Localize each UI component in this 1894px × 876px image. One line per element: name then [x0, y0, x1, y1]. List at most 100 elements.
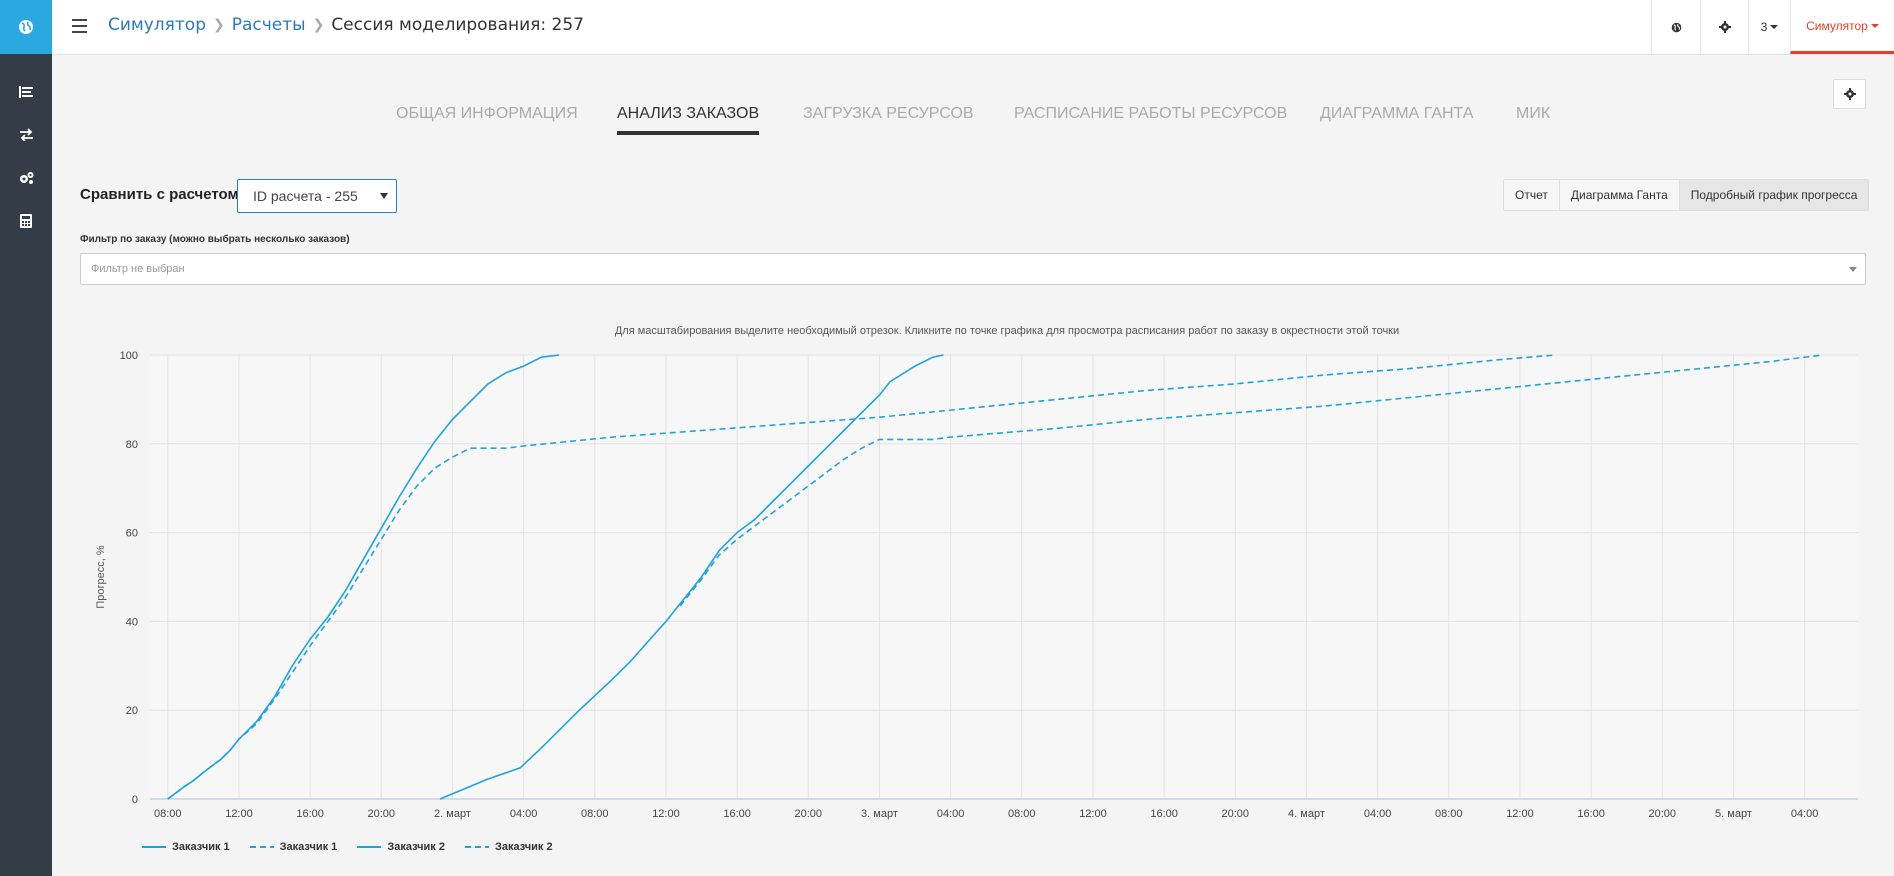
nav-settings[interactable]	[0, 156, 52, 199]
legend-item[interactable]: Заказчик 2	[357, 841, 445, 853]
x-tick-label: 08:00	[1008, 808, 1036, 820]
x-tick-label: 04:00	[1791, 808, 1819, 820]
y-tick-label: 20	[126, 705, 138, 717]
chart-hint: Для масштабирования выделите необходимый…	[614, 325, 1400, 337]
x-tick-label: 12:00	[225, 808, 253, 820]
user-menu-label: Симулятор	[1806, 18, 1868, 33]
globe-icon	[1671, 22, 1681, 32]
breadcrumb: Симулятор ❯ Расчеты ❯ Сессия моделирован…	[108, 15, 584, 35]
x-tick-label: 12:00	[1079, 808, 1107, 820]
gears-icon	[19, 171, 33, 184]
calculator-icon	[20, 213, 32, 228]
compare-select[interactable]: ID расчета - 255	[237, 179, 397, 213]
legend-label: Заказчик 1	[172, 841, 230, 853]
y-tick-label: 100	[120, 350, 138, 362]
left-sidebar	[0, 0, 52, 876]
menu-toggle-icon[interactable]	[72, 19, 87, 33]
settings-button[interactable]	[1700, 0, 1748, 54]
chevron-right-icon: ❯	[213, 17, 225, 33]
x-tick-label: 3. март	[861, 808, 898, 820]
caret-down-icon	[1849, 267, 1857, 272]
gantt-view-button[interactable]: Диаграмма Ганта	[1559, 180, 1680, 210]
breadcrumb-link-simulator[interactable]: Симулятор	[108, 15, 206, 35]
globe-icon	[19, 20, 33, 34]
progress-chart[interactable]: 0 20 40 60 80 100 08:00 12:00 16:00 20:00 2. март 0…	[80, 340, 1880, 830]
y-axis-label: Прогресс, %	[95, 545, 107, 609]
notifications-count: 3	[1760, 20, 1768, 34]
top-header: Симулятор ❯ Расчеты ❯ Сессия моделирован…	[52, 0, 1894, 55]
plot-area	[150, 355, 1858, 799]
exchange-icon	[19, 128, 33, 141]
x-tick-label: 16:00	[1577, 808, 1605, 820]
y-tick-label: 40	[126, 616, 138, 628]
caret-down-icon	[1870, 23, 1879, 28]
tab-resource-load[interactable]: ЗАГРУЗКА РЕСУРСОВ	[803, 105, 974, 122]
x-tick-label: 12:00	[1506, 808, 1534, 820]
nav-exchange[interactable]	[0, 113, 52, 156]
view-button-group: Отчет Диаграмма Ганта Подробный график п…	[1503, 179, 1870, 211]
gear-icon	[1843, 88, 1856, 100]
order-filter-select[interactable]: Фильтр не выбран	[80, 253, 1866, 285]
legend-label: Заказчик 1	[279, 841, 338, 853]
tab-general-info[interactable]: ОБЩАЯ ИНФОРМАЦИЯ	[396, 105, 578, 122]
x-tick-label: 20:00	[795, 808, 823, 820]
tab-gantt[interactable]: ДИАГРАММА ГАНТА	[1320, 105, 1474, 122]
caret-down-icon	[1770, 25, 1779, 29]
page-settings-button[interactable]	[1833, 79, 1866, 109]
series-line-4[interactable]	[679, 354, 1823, 607]
nav-list[interactable]	[0, 70, 52, 113]
x-tick-label: 08:00	[581, 808, 609, 820]
x-tick-label: 16:00	[1150, 808, 1178, 820]
x-tick-label: 20:00	[368, 808, 396, 820]
language-button[interactable]	[1651, 0, 1700, 54]
legend-solid-line-icon	[142, 846, 166, 848]
legend-label: Заказчик 2	[494, 841, 553, 853]
x-tick-label: 5. март	[1715, 808, 1752, 820]
filter-label: Фильтр по заказу (можно выбрать нескольк…	[80, 234, 350, 245]
x-tick-label: 04:00	[937, 808, 965, 820]
legend-dashed-line-icon	[464, 846, 489, 848]
notifications-dropdown[interactable]: 3	[1748, 0, 1790, 54]
header-actions: 3 Симулятор	[1651, 0, 1894, 54]
y-tick-label: 0	[132, 794, 138, 806]
legend-solid-line-icon	[357, 846, 382, 848]
legend-dashed-line-icon	[249, 846, 274, 848]
x-tick-label: 08:00	[1435, 808, 1463, 820]
legend-item[interactable]: Заказчик 1	[142, 841, 230, 853]
filter-placeholder: Фильтр не выбран	[91, 263, 185, 275]
breadcrumb-link-calculations[interactable]: Расчеты	[231, 15, 306, 35]
page-title: Сессия моделирования: 257	[331, 15, 584, 35]
caret-down-icon	[380, 193, 388, 199]
report-button[interactable]: Отчет	[1504, 180, 1560, 210]
x-tick-label: 16:00	[296, 808, 324, 820]
x-tick-label: 12:00	[652, 808, 680, 820]
y-tick-label: 80	[126, 439, 138, 451]
tab-order-analysis[interactable]: АНАЛИЗ ЗАКАЗОВ	[617, 105, 760, 135]
list-icon	[19, 85, 33, 98]
legend-item[interactable]: Заказчик 1	[249, 841, 338, 853]
tab-mik[interactable]: МИК	[1516, 105, 1551, 122]
x-tick-label: 20:00	[1649, 808, 1677, 820]
x-tick-label: 04:00	[1364, 808, 1392, 820]
x-tick-label: 16:00	[723, 808, 751, 820]
tab-bar: ОБЩАЯ ИНФОРМАЦИЯ АНАЛИЗ ЗАКАЗОВ ЗАГРУЗКА…	[0, 105, 1894, 135]
chevron-right-icon: ❯	[312, 17, 325, 33]
x-tick-label: 4. март	[1288, 808, 1325, 820]
y-tick-label: 60	[126, 528, 138, 540]
series-line-1[interactable]	[167, 354, 560, 800]
tab-resource-schedule[interactable]: РАСПИСАНИЕ РАБОТЫ РЕСУРСОВ	[1014, 105, 1288, 122]
chart-legend: Заказчик 1 Заказчик 1 Заказчик 2 Заказчи…	[142, 841, 573, 853]
x-tick-label: 08:00	[154, 808, 182, 820]
gear-icon	[1718, 21, 1731, 33]
nav-calculator[interactable]	[0, 199, 52, 242]
compare-label: Сравнить с расчетом:	[80, 186, 244, 203]
x-tick-label: 2. март	[434, 808, 471, 820]
legend-label: Заказчик 2	[387, 841, 445, 853]
user-menu-dropdown[interactable]: Симулятор	[1790, 0, 1894, 54]
progress-chart-button[interactable]: Подробный график прогресса	[1679, 180, 1869, 210]
app-logo[interactable]	[0, 0, 52, 54]
x-tick-label: 20:00	[1222, 808, 1250, 820]
x-tick-label: 04:00	[510, 808, 538, 820]
legend-item[interactable]: Заказчик 2	[464, 841, 553, 853]
series-line-3[interactable]	[439, 354, 944, 800]
